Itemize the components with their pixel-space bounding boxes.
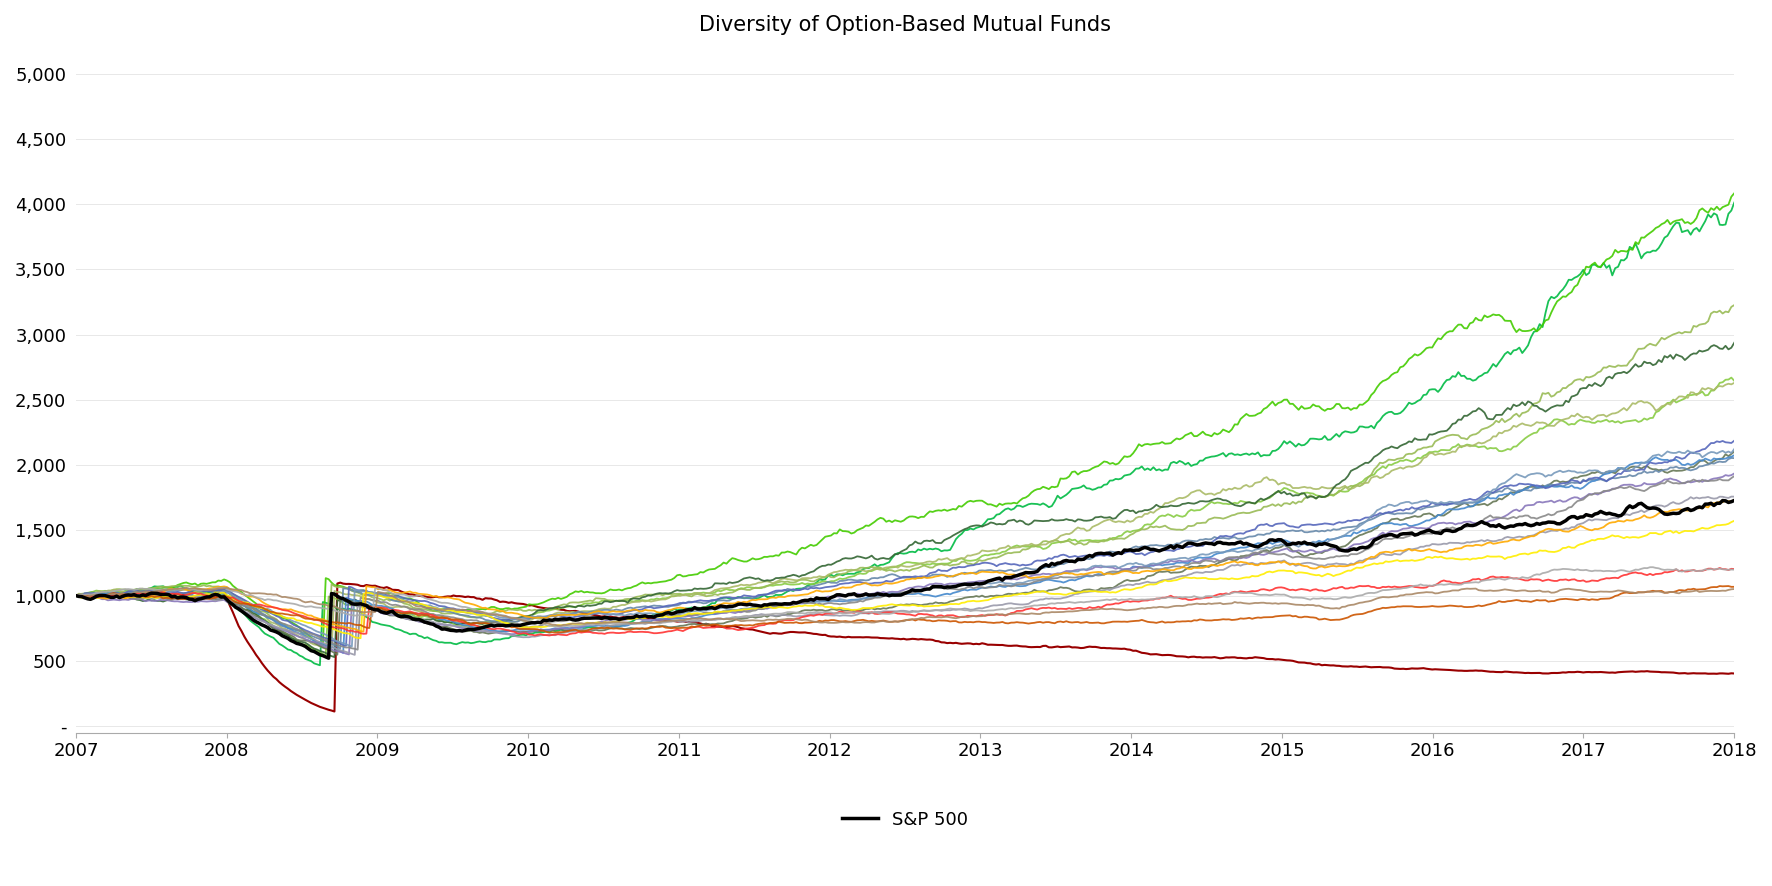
Legend: S&P 500: S&P 500 (835, 804, 976, 835)
Title: Diversity of Option-Based Mutual Funds: Diversity of Option-Based Mutual Funds (700, 15, 1111, 35)
